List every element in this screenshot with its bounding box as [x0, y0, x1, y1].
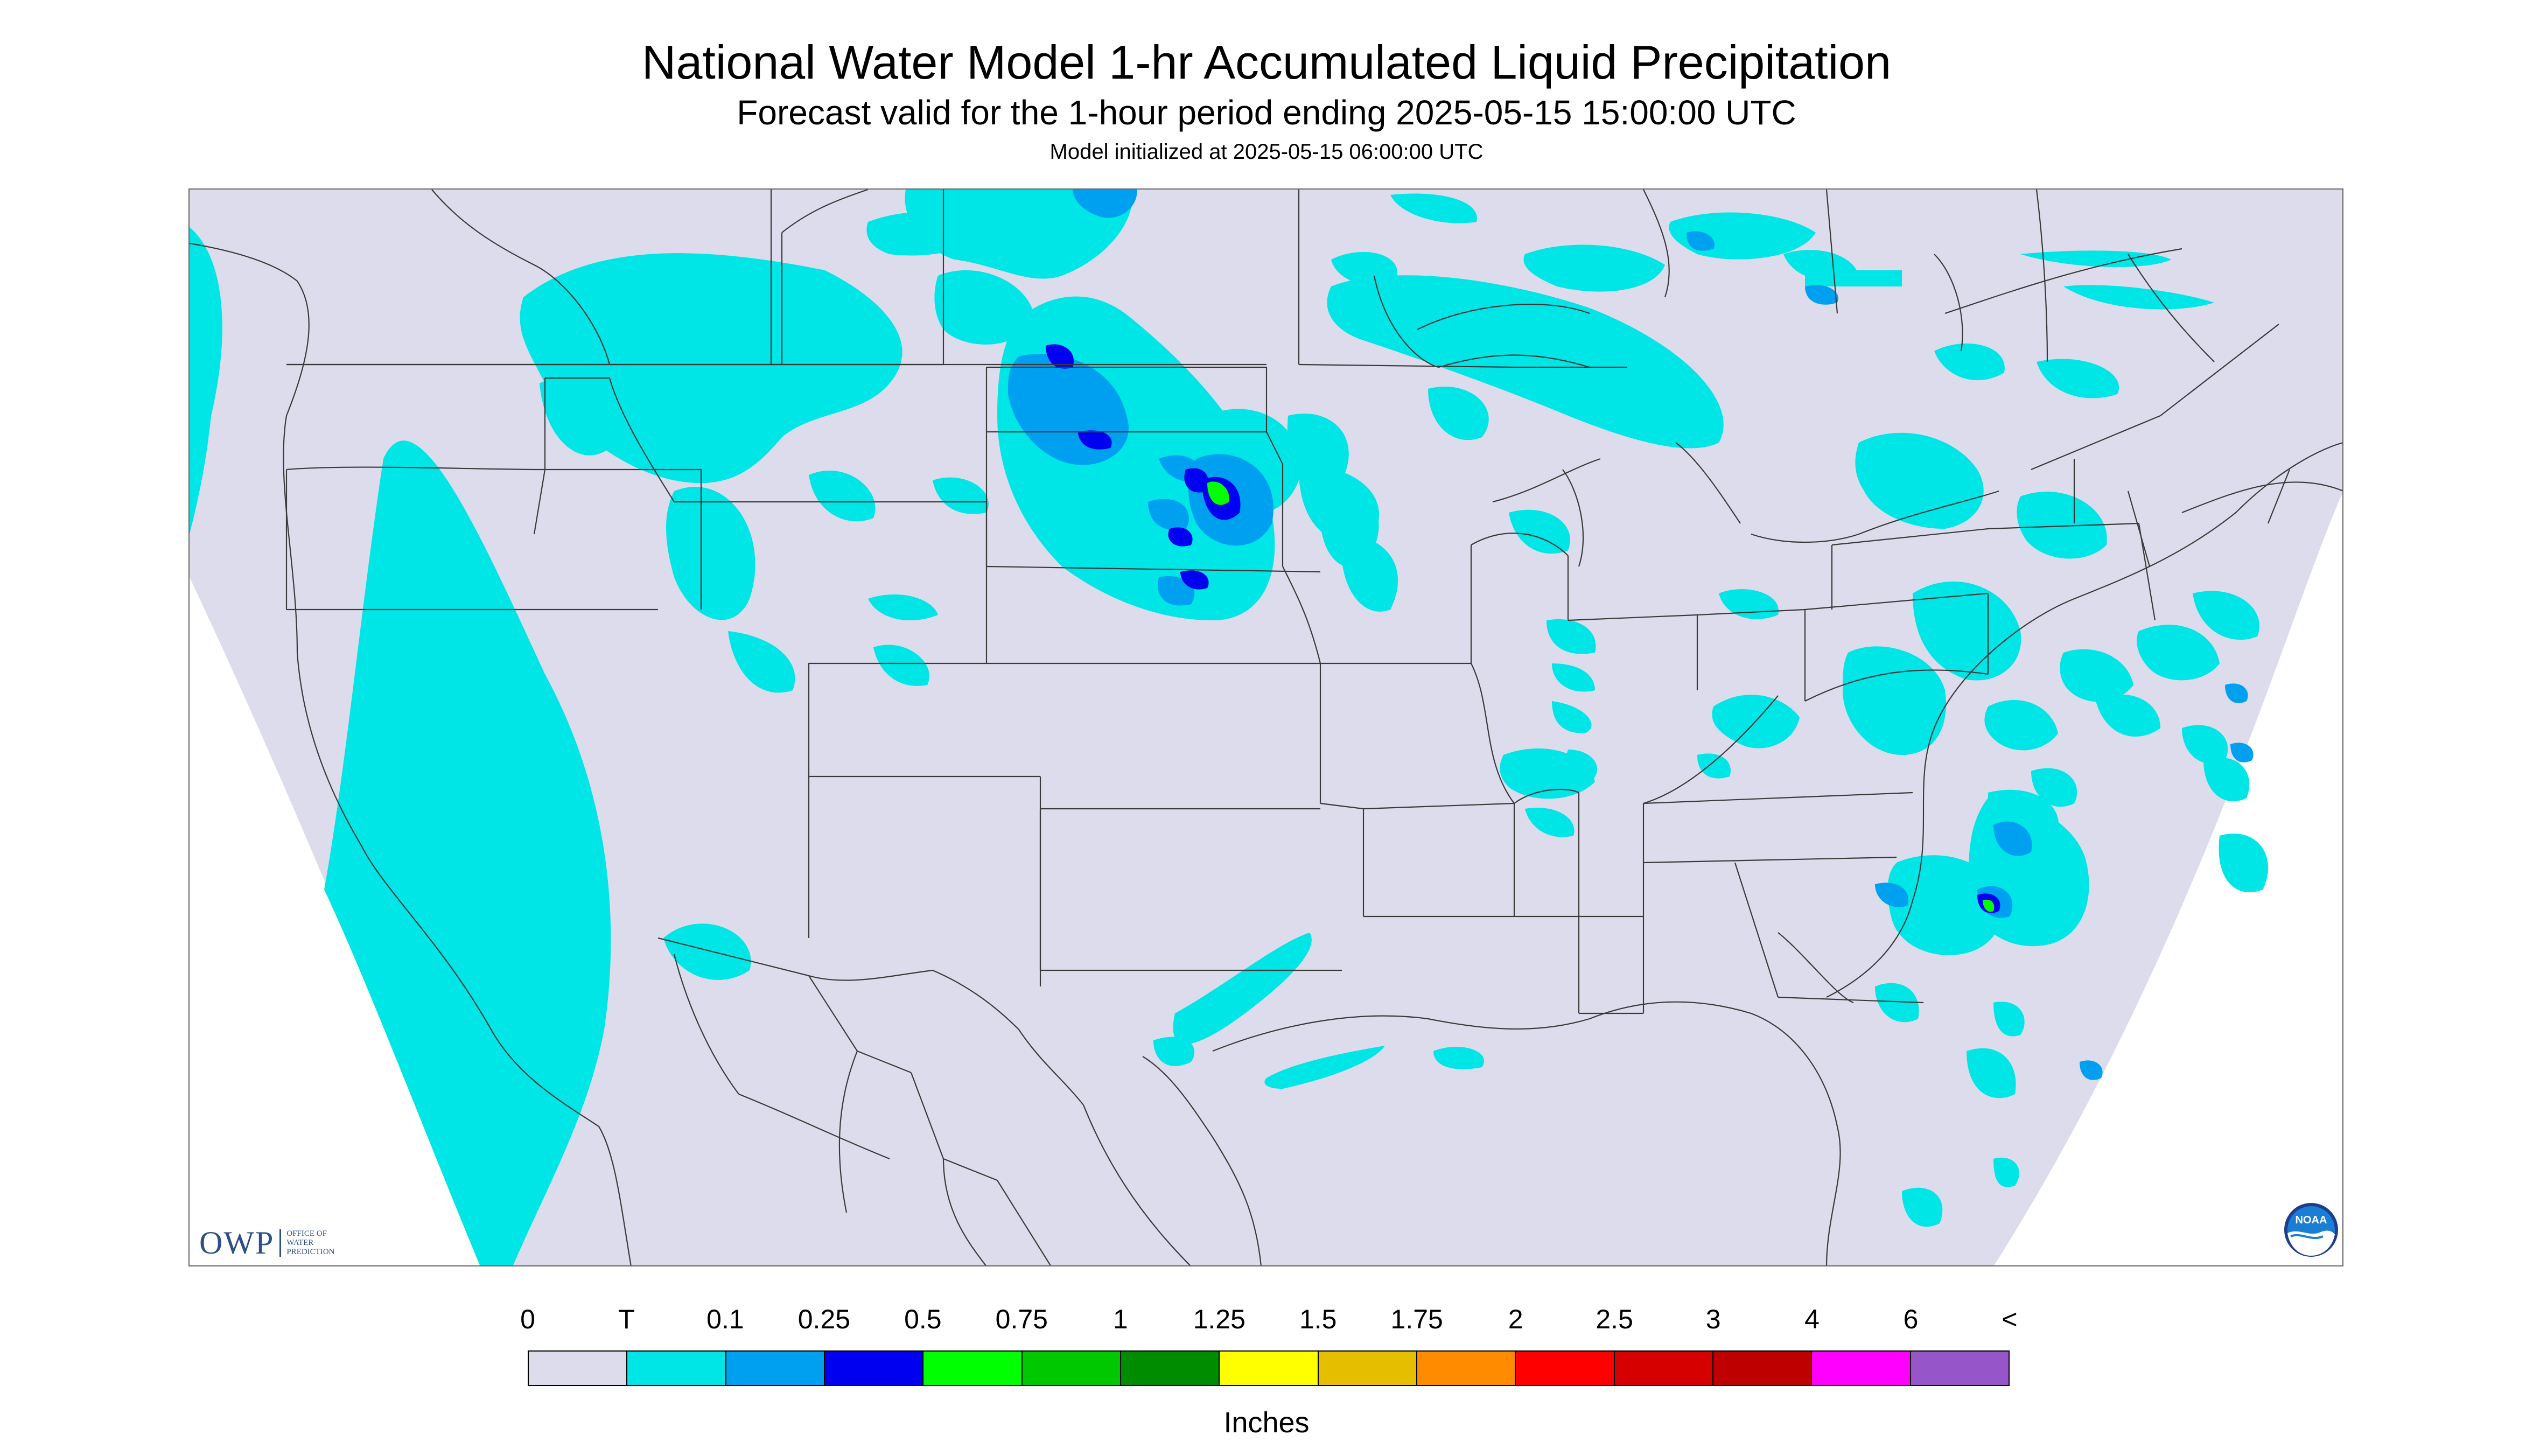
- legend-swatch: [1812, 1352, 1911, 1385]
- coastlines: [190, 242, 2342, 1265]
- legend-swatch: [726, 1352, 825, 1385]
- legend-labels: 0 T 0.1 0.25 0.5 0.75 1 1.25 1.5 1.75 2 2.5 3 4 6 <: [0, 1303, 2533, 1341]
- owp-logo-mark: OWP: [199, 1224, 275, 1261]
- precip-heavy-areas: [1207, 481, 1995, 912]
- legend-label: 4: [1804, 1304, 1820, 1334]
- legend-label: 1.25: [1193, 1304, 1245, 1334]
- legend-swatch: [1220, 1352, 1319, 1385]
- map-title: National Water Model 1-hr Accumulated Li…: [641, 36, 1892, 89]
- legend-label: 3: [1705, 1304, 1721, 1334]
- map-subtitle: Forecast valid for the 1-hour period end…: [737, 93, 1796, 132]
- legend-label: 2: [1508, 1304, 1523, 1334]
- mexico-boundaries: [657, 937, 1191, 1265]
- legend-label: 1: [1112, 1304, 1128, 1334]
- legend-swatch: [1614, 1352, 1713, 1385]
- legend-label: 0.75: [995, 1304, 1048, 1334]
- legend-label: 6: [1903, 1304, 1919, 1334]
- legend-swatch: [529, 1352, 628, 1385]
- legend-swatch: [1911, 1352, 2009, 1385]
- state-boundaries: [285, 190, 2291, 1014]
- svg-text:NOAA: NOAA: [2296, 1214, 2327, 1226]
- precipitation-map: [188, 188, 2343, 1266]
- legend-label: <: [2002, 1304, 2018, 1334]
- model-init-line: Model initialized at 2025-05-15 06:00:00…: [1049, 140, 1484, 164]
- legend-swatch: [923, 1352, 1023, 1385]
- legend-swatch: [627, 1352, 726, 1385]
- legend-label: 1.5: [1299, 1304, 1337, 1334]
- legend-swatch: [1121, 1352, 1220, 1385]
- legend-label: 0.25: [797, 1304, 851, 1334]
- noaa-logo: NOAA: [2284, 1203, 2338, 1257]
- legend-units: Inches: [1223, 1406, 1310, 1439]
- canada-boundaries: [431, 190, 2048, 365]
- legend-color-bar: [528, 1350, 2010, 1386]
- legend-swatch: [1516, 1352, 1615, 1385]
- legend-swatch: [824, 1352, 924, 1385]
- legend-label: 0.1: [706, 1304, 744, 1334]
- map-canvas: [190, 190, 2342, 1265]
- legend-swatch: [1417, 1352, 1516, 1385]
- owp-logo-subtitle: OFFICE OF WATER PREDICTION: [279, 1229, 335, 1257]
- legend-label: 0.5: [904, 1304, 942, 1334]
- legend-label: T: [618, 1304, 635, 1334]
- legend-label: 2.5: [1596, 1304, 1633, 1334]
- legend-swatch: [1713, 1352, 1813, 1385]
- legend-swatch: [1318, 1352, 1417, 1385]
- legend-label: 1.75: [1390, 1304, 1443, 1334]
- legend-label: 0: [520, 1304, 535, 1334]
- legend-swatch: [1022, 1352, 1121, 1385]
- owp-logo: OWP OFFICE OF WATER PREDICTION: [199, 1221, 335, 1264]
